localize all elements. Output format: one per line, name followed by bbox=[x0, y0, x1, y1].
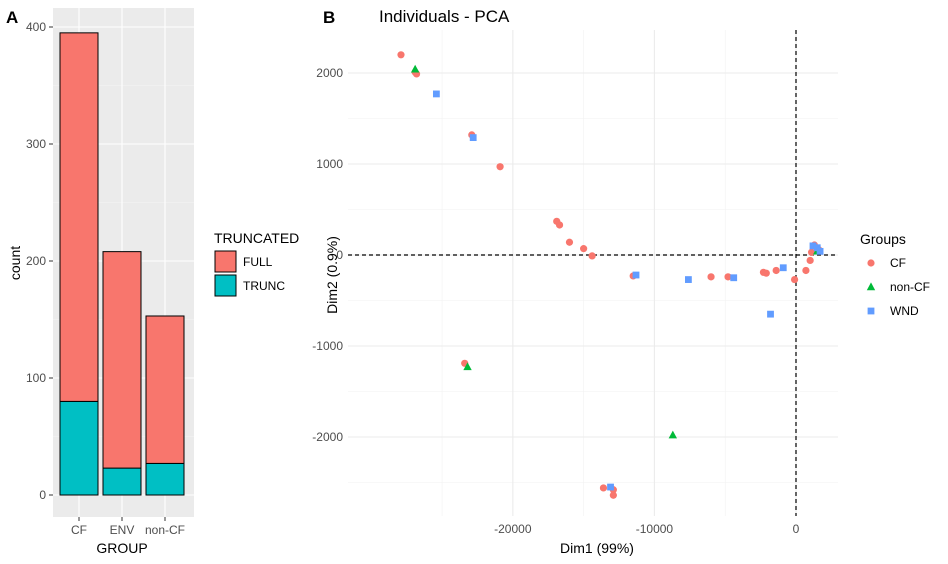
panel-a-y-tick-label: 0 bbox=[39, 488, 46, 502]
point-cf bbox=[724, 273, 732, 281]
point-cf bbox=[555, 221, 564, 229]
panel-a-y-tick-label: 100 bbox=[26, 371, 46, 385]
point-wnd bbox=[684, 276, 692, 283]
bar-ENV-full bbox=[102, 251, 142, 469]
panel-a-y-axis-title: count bbox=[7, 246, 23, 280]
panel-b-y-axis-title: Dim2 (0.9%) bbox=[324, 236, 340, 314]
panel-a-y-tick-label: 300 bbox=[26, 137, 46, 151]
point-non-cf bbox=[463, 362, 472, 371]
panel-b-y-tick-label: -2000 bbox=[312, 430, 343, 444]
legend-key-full bbox=[214, 250, 237, 273]
panel-b-y-tick-label: 2000 bbox=[316, 66, 343, 80]
point-wnd bbox=[730, 274, 738, 282]
bar-non-CF-trunc bbox=[145, 462, 185, 496]
bar-CF-full bbox=[59, 32, 99, 402]
point-cf bbox=[496, 163, 504, 171]
point-cf bbox=[397, 51, 405, 59]
legend-key-non-cf bbox=[866, 282, 876, 291]
point-wnd bbox=[632, 271, 640, 279]
point-non-cf bbox=[668, 430, 678, 439]
legend-label-non-cf: non-CF bbox=[890, 280, 930, 294]
panel-b-title: Individuals - PCA bbox=[379, 7, 510, 26]
legend-key-wnd bbox=[867, 307, 875, 315]
panel-a-y-tick-label: 200 bbox=[26, 254, 46, 268]
panel-b-pca-scatter: B Individuals - PCA -20000 -10000 0-2000-1… bbox=[312, 7, 930, 556]
legend-key-cf bbox=[867, 259, 875, 267]
point-cf bbox=[565, 238, 574, 246]
point-cf bbox=[802, 266, 810, 275]
panel-a-bar-chart: A 0 100 200 300 400 CF ENV non-CF GROUP count T… bbox=[6, 8, 299, 556]
point-cf bbox=[609, 491, 617, 499]
point-wnd bbox=[469, 134, 477, 142]
panel-b-x-tick-label: -20000 bbox=[494, 522, 532, 536]
point-cf bbox=[790, 275, 799, 284]
point-cf bbox=[762, 269, 770, 277]
legend-label-cf: CF bbox=[890, 256, 906, 270]
legend-label-trunc: TRUNC bbox=[243, 279, 285, 293]
point-wnd bbox=[607, 483, 614, 491]
point-cf bbox=[772, 266, 780, 275]
panel-b-y-tick-label: 1000 bbox=[316, 157, 343, 171]
point-wnd bbox=[813, 244, 821, 252]
panel-b-legend: Groups CF non-CF WND bbox=[860, 231, 930, 318]
point-wnd bbox=[816, 247, 824, 255]
point-cf bbox=[599, 484, 608, 492]
point-cf bbox=[588, 252, 596, 260]
point-wnd bbox=[779, 264, 787, 272]
bar-CF-trunc bbox=[59, 400, 99, 496]
legend-label-wnd: WND bbox=[890, 304, 919, 318]
panel-a-ticks: 0 100 200 300 400 CF ENV non-CF bbox=[26, 20, 185, 537]
point-non-cf bbox=[410, 64, 420, 73]
panel-a-bars bbox=[59, 32, 185, 496]
panel-a-x-tick-label: ENV bbox=[110, 523, 135, 537]
panel-a-x-tick-label: non-CF bbox=[145, 523, 185, 537]
panel-b-points bbox=[397, 51, 824, 499]
point-cf bbox=[806, 256, 814, 265]
point-wnd bbox=[809, 242, 817, 250]
panel-a-y-tick-label: 400 bbox=[26, 20, 46, 34]
panel-b-y-tick-label: -1000 bbox=[312, 339, 343, 353]
point-wnd bbox=[767, 310, 774, 318]
panel-b-x-tick-label: 0 bbox=[793, 522, 800, 536]
panel-a-legend-title: TRUNCATED bbox=[214, 230, 299, 246]
point-cf bbox=[707, 273, 715, 281]
panel-a-x-axis-title: GROUP bbox=[96, 540, 147, 556]
panel-b-y-tick-label: 0 bbox=[336, 248, 343, 262]
panel-a-x-tick-label: CF bbox=[71, 523, 87, 537]
panel-b-x-axis-title: Dim1 (99%) bbox=[560, 540, 634, 556]
point-wnd bbox=[432, 90, 440, 98]
bar-non-CF-full bbox=[145, 315, 185, 464]
legend-key-trunc bbox=[214, 274, 237, 297]
panel-b-legend-title: Groups bbox=[860, 231, 906, 247]
point-cf bbox=[580, 245, 588, 253]
panel-a-legend: TRUNCATED FULL TRUNC bbox=[214, 230, 299, 297]
panel-b-x-tick-label: -10000 bbox=[636, 522, 674, 536]
panel-a-label: A bbox=[6, 8, 18, 27]
panel-b-label: B bbox=[323, 8, 335, 27]
legend-label-full: FULL bbox=[243, 255, 273, 269]
bar-ENV-trunc bbox=[102, 467, 142, 496]
